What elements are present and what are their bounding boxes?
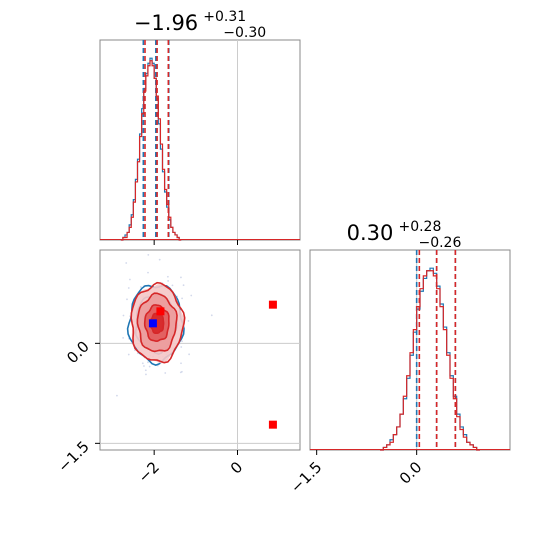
sample-point <box>180 362 182 365</box>
sample-point <box>147 253 150 256</box>
sample-point <box>182 284 185 287</box>
axes-frame <box>99 249 301 451</box>
sample-point <box>180 276 182 279</box>
sample-point <box>127 353 130 356</box>
sample-point <box>145 373 147 376</box>
sample-point <box>143 365 145 367</box>
sample-point <box>180 346 183 348</box>
x-tick-label-0: −1.5 <box>287 458 325 496</box>
sample-point <box>122 336 125 339</box>
contour-line-1-1 <box>136 292 178 353</box>
sample-point <box>210 314 213 317</box>
histogram-panel-param1: −1.96 +0.31 −0.30 <box>99 6 301 245</box>
y-tick-label-0: −1.5 <box>54 437 92 475</box>
sample-point <box>125 262 128 264</box>
sample-point <box>188 353 191 356</box>
x-tick-label-1: 0.0 <box>396 458 426 488</box>
sample-point <box>180 370 183 373</box>
hist-series-1 <box>120 60 182 241</box>
x-tick-label-1: 0 <box>227 458 246 477</box>
sample-point <box>141 362 144 365</box>
sample-point <box>116 394 118 397</box>
hist-series-1 <box>380 270 480 451</box>
sample-point <box>190 294 193 297</box>
sample-point <box>181 340 183 343</box>
peak-marker-1 <box>156 307 165 316</box>
point-marker-1 <box>268 420 277 429</box>
sample-point <box>158 258 161 261</box>
sample-point <box>187 320 190 322</box>
x-tick-label-0: −2 <box>135 458 163 486</box>
contour-line-1-0 <box>130 281 186 364</box>
sample-point <box>147 271 149 274</box>
histogram-panel-param2: −1.5 0.0 0.30 +0.28 −0.26 <box>287 216 511 497</box>
axes-frame <box>309 249 511 451</box>
sample-point <box>127 287 130 289</box>
sample-point <box>126 298 128 301</box>
point-marker-0 <box>268 300 277 309</box>
panel-title-param1: −1.96 +0.31 −0.30 <box>134 6 266 41</box>
contour-panel: −2 0 −1.5 0.0 <box>54 249 301 486</box>
sample-point <box>164 372 167 374</box>
panel-title-param2: 0.30 +0.28 −0.26 <box>347 216 462 251</box>
contour-fill-3 <box>150 313 164 334</box>
sample-point <box>148 365 151 368</box>
sample-point <box>144 369 147 372</box>
sample-point <box>167 280 170 282</box>
sample-point <box>147 361 149 364</box>
sample-point <box>122 314 125 317</box>
sample-point <box>139 286 142 288</box>
y-tick-label-1: 0.0 <box>63 337 93 367</box>
sample-point <box>171 284 174 287</box>
sample-point <box>181 297 183 300</box>
sample-point <box>129 278 131 281</box>
axes-frame <box>99 39 301 241</box>
sample-point <box>166 275 169 278</box>
peak-marker-0 <box>148 319 157 328</box>
